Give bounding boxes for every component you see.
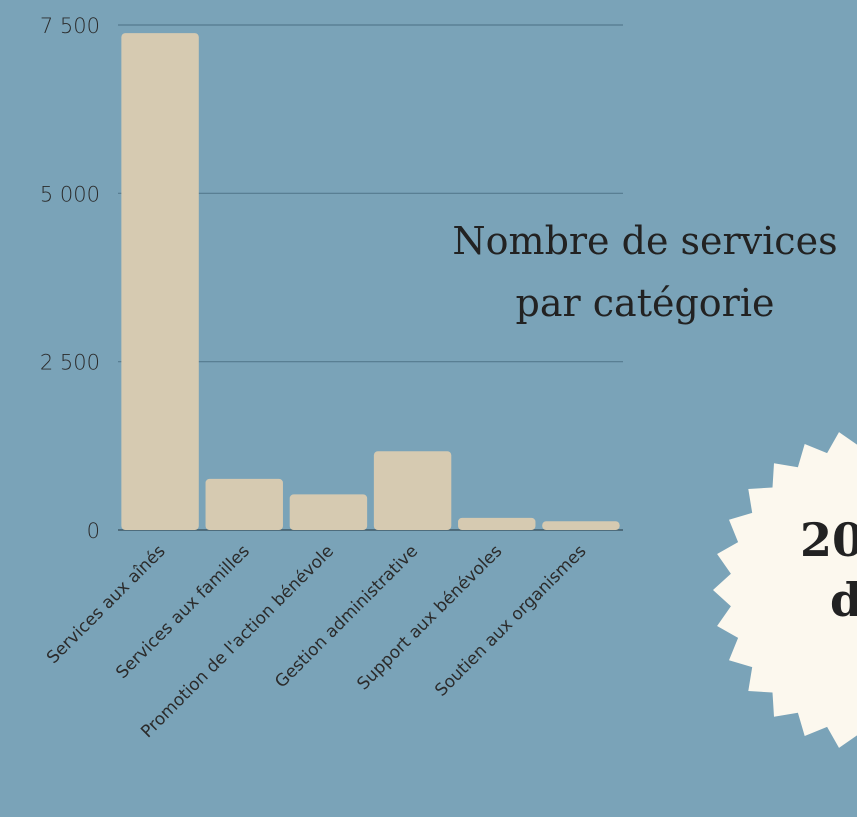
badge-text: 20 bbox=[800, 513, 857, 567]
chart-title: par catégorie bbox=[516, 281, 775, 325]
y-tick-label: 0 bbox=[87, 519, 100, 543]
y-tick-label: 5 000 bbox=[40, 182, 100, 206]
bar bbox=[542, 521, 620, 530]
chart-title: Nombre de services bbox=[452, 219, 837, 263]
bar bbox=[289, 494, 368, 530]
y-tick-label: 2 500 bbox=[40, 351, 100, 375]
bar bbox=[373, 451, 452, 530]
bar bbox=[458, 517, 536, 530]
y-tick-label: 7 500 bbox=[40, 14, 100, 38]
badge-text: d bbox=[830, 573, 857, 627]
bar bbox=[205, 478, 283, 530]
bar bbox=[121, 33, 199, 531]
badge-shape bbox=[713, 432, 857, 748]
